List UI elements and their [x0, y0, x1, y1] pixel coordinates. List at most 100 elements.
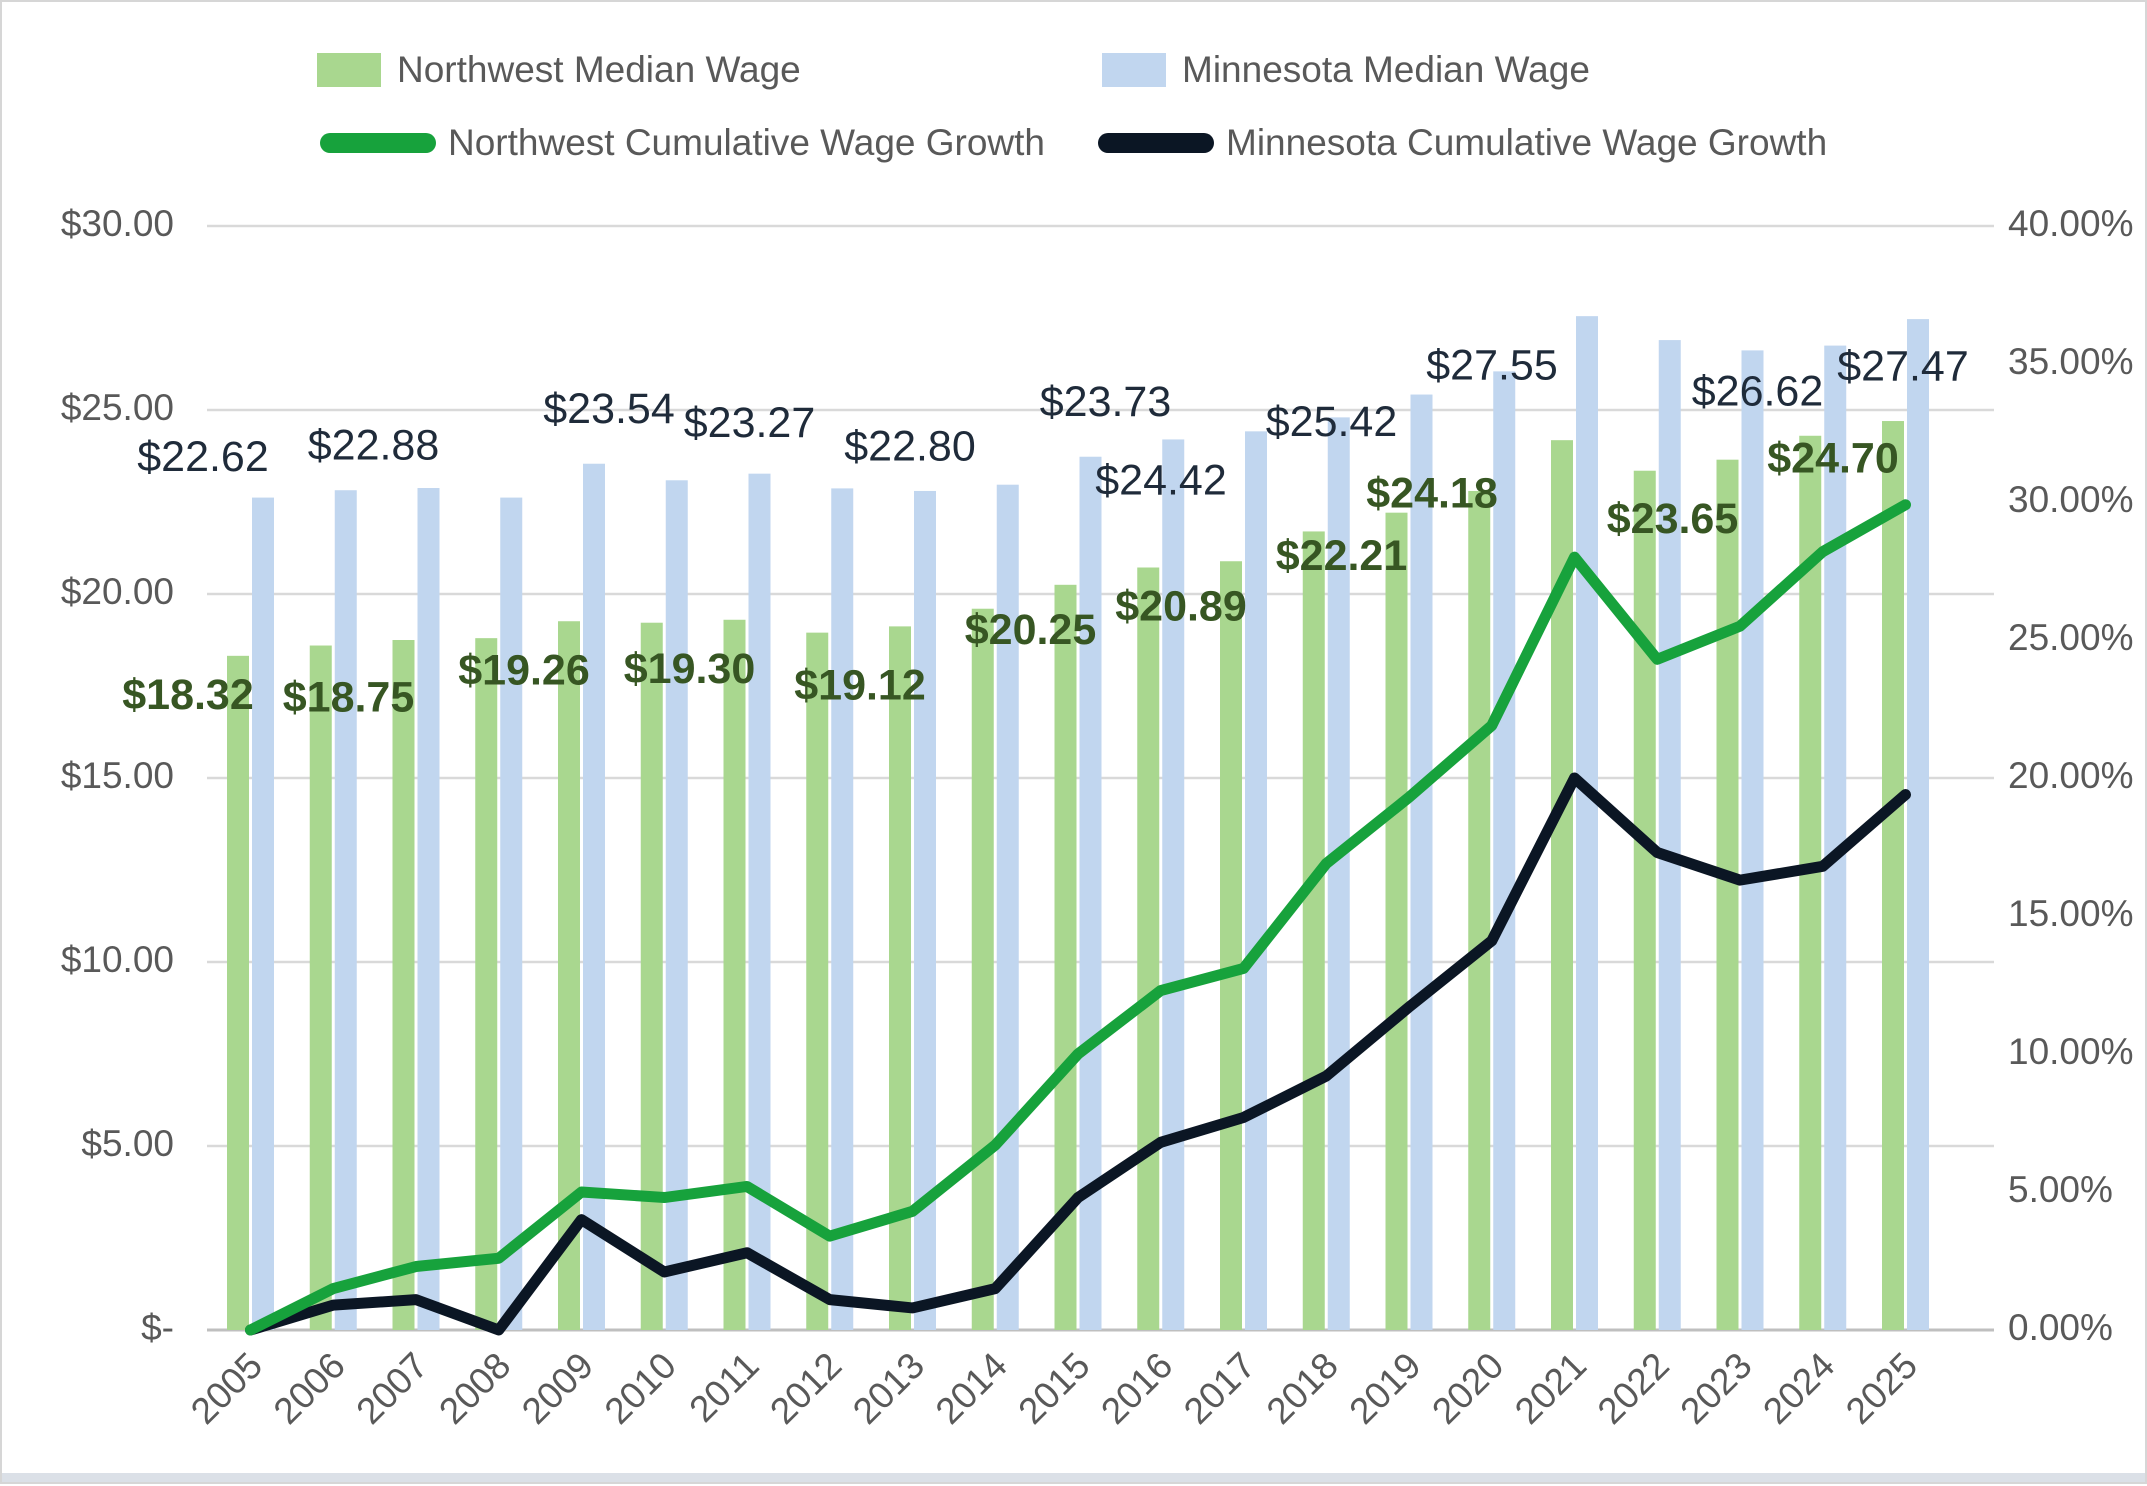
bar-minnesota-2007[interactable]: [417, 488, 440, 1330]
bar-minnesota-2025[interactable]: [1907, 319, 1929, 1330]
bar-minnesota-2013[interactable]: [914, 490, 936, 1331]
data-label-northwest-2023: $23.65: [1607, 495, 1739, 543]
bar-minnesota-2005[interactable]: [252, 497, 274, 1331]
x-axis-year-label-2022: 2022: [1590, 1345, 1677, 1432]
data-label-northwest-2009: $19.26: [458, 647, 590, 695]
bar-northwest-2020[interactable]: [1468, 490, 1491, 1331]
x-axis-year-label-2010: 2010: [597, 1345, 684, 1432]
right-axis-tick-label: 5.00%: [2008, 1169, 2113, 1210]
x-axis-year-label-2014: 2014: [928, 1345, 1015, 1432]
bar-minnesota-2020[interactable]: [1493, 371, 1516, 1330]
bar-northwest-2012[interactable]: [806, 632, 829, 1330]
data-label-minnesota-2005: $22.62: [137, 433, 269, 481]
bar-minnesota-2011[interactable]: [748, 473, 771, 1330]
right-axis-tick-label: 35.00%: [2008, 341, 2134, 382]
x-axis-year-label-2012: 2012: [762, 1345, 849, 1432]
x-axis-year-label-2024: 2024: [1755, 1345, 1842, 1432]
left-axis-tick-label: $20.00: [61, 571, 174, 612]
legend-swatch-minnesota-line-icon: [1098, 133, 1214, 153]
left-axis-tick-label: $25.00: [61, 387, 174, 428]
x-axis-year-label-2016: 2016: [1093, 1345, 1180, 1432]
data-label-minnesota-2021: $27.55: [1426, 342, 1558, 390]
bar-northwest-2008[interactable]: [475, 638, 498, 1330]
data-label-minnesota-2023: $26.62: [1692, 368, 1824, 416]
bar-minnesota-2019[interactable]: [1410, 394, 1433, 1330]
data-label-northwest-2013: $19.12: [794, 662, 926, 710]
bar-northwest-2025[interactable]: [1882, 421, 1904, 1330]
legend-swatch-minnesota-bar-icon: [1102, 53, 1166, 87]
x-axis-year-label-2011: 2011: [681, 1345, 766, 1430]
bar-minnesota-2021[interactable]: [1576, 316, 1598, 1330]
bar-minnesota-2012[interactable]: [831, 488, 854, 1330]
bar-minnesota-2008[interactable]: [500, 497, 523, 1331]
bar-northwest-2007[interactable]: [392, 640, 415, 1330]
x-axis-year-label-2013: 2013: [845, 1345, 932, 1432]
data-label-northwest-2005: $18.32: [122, 671, 254, 719]
data-label-minnesota-2009: $23.54: [543, 385, 675, 433]
legend-item-northwest-growth-line[interactable]: Northwest Cumulative Wage Growth: [320, 122, 1045, 164]
bar-northwest-2006[interactable]: [309, 645, 332, 1330]
bar-northwest-2021[interactable]: [1551, 440, 1573, 1330]
legend-label: Minnesota Median Wage: [1182, 49, 1590, 90]
x-axis-year-label-2015: 2015: [1010, 1345, 1097, 1432]
legend-item-minnesota-growth-line[interactable]: Minnesota Cumulative Wage Growth: [1098, 122, 1827, 164]
x-axis-year-label-2021: 2021: [1507, 1345, 1594, 1432]
right-axis-tick-label: 25.00%: [2008, 617, 2134, 658]
x-axis-year-label-2025: 2025: [1838, 1345, 1925, 1432]
x-axis-year-label-2017: 2017: [1176, 1345, 1263, 1432]
bar-northwest-2024[interactable]: [1799, 435, 1822, 1330]
left-axis-tick-label: $10.00: [61, 939, 174, 980]
bar-northwest-2018[interactable]: [1302, 531, 1325, 1330]
data-label-minnesota-2011: $23.27: [684, 399, 816, 447]
bar-northwest-2005[interactable]: [227, 655, 249, 1330]
bar-minnesota-2009[interactable]: [583, 463, 605, 1330]
right-axis-tick-label: 40.00%: [2008, 203, 2134, 244]
data-label-minnesota-2007: $22.88: [308, 421, 440, 469]
bar-northwest-2022[interactable]: [1633, 470, 1656, 1331]
bar-northwest-2016[interactable]: [1137, 567, 1160, 1330]
line-minnesota-growth[interactable]: [245, 772, 1911, 1336]
bar-northwest-2015[interactable]: [1054, 584, 1077, 1330]
right-axis-tick-label: 10.00%: [2008, 1031, 2134, 1072]
left-axis-tick-label: $30.00: [61, 203, 174, 244]
bar-minnesota-2006[interactable]: [334, 490, 357, 1330]
bar-minnesota-2010[interactable]: [665, 480, 688, 1331]
bar-northwest-2014[interactable]: [971, 608, 994, 1330]
data-label-minnesota-2013: $22.80: [844, 422, 976, 470]
bar-northwest-2023[interactable]: [1716, 459, 1739, 1330]
bottom-edge-strip: [2, 1473, 2145, 1482]
right-axis-tick-label: 0.00%: [2008, 1307, 2113, 1348]
bar-minnesota-2017[interactable]: [1245, 431, 1267, 1330]
left-axis-tick-label: $-: [141, 1307, 174, 1348]
legend-label: Minnesota Cumulative Wage Growth: [1226, 122, 1828, 163]
left-axis-tick-label: $5.00: [81, 1123, 174, 1164]
left-axis-tick-label: $15.00: [61, 755, 174, 796]
bar-minnesota-2018[interactable]: [1327, 417, 1350, 1330]
bar-northwest-2010[interactable]: [640, 622, 663, 1330]
legend-item-minnesota-median-wage[interactable]: Minnesota Median Wage: [1102, 49, 1590, 91]
bar-minnesota-2023[interactable]: [1741, 350, 1764, 1330]
x-axis-year-label-2008: 2008: [431, 1345, 518, 1432]
x-axis-year-label-2023: 2023: [1672, 1345, 1759, 1432]
bar-minnesota-2015[interactable]: [1079, 456, 1102, 1331]
line-northwest-growth[interactable]: [245, 499, 1911, 1336]
bar-northwest-2019[interactable]: [1385, 512, 1408, 1330]
bar-minnesota-2022[interactable]: [1658, 340, 1681, 1331]
data-label-minnesota-2017: $24.42: [1095, 457, 1227, 505]
legend-item-northwest-median-wage[interactable]: Northwest Median Wage: [317, 49, 801, 91]
x-axis-year-label-2006: 2006: [266, 1345, 353, 1432]
bar-northwest-2011[interactable]: [723, 619, 746, 1330]
data-label-northwest-2019: $22.21: [1276, 532, 1408, 580]
data-label-minnesota-2025: $27.47: [1837, 342, 1969, 390]
bar-northwest-2017[interactable]: [1220, 561, 1242, 1330]
data-label-minnesota-2015: $23.73: [1040, 378, 1172, 426]
bar-northwest-2009[interactable]: [558, 621, 580, 1330]
right-axis-tick-label: 30.00%: [2008, 479, 2134, 520]
data-label-northwest-2015: $20.25: [965, 606, 1097, 654]
x-axis-year-label-2005: 2005: [183, 1345, 270, 1432]
bar-minnesota-2024[interactable]: [1824, 345, 1847, 1331]
bar-northwest-2013[interactable]: [889, 626, 911, 1330]
bar-minnesota-2016[interactable]: [1162, 439, 1185, 1330]
